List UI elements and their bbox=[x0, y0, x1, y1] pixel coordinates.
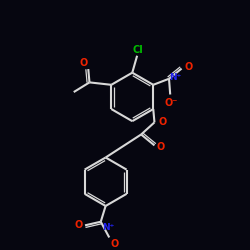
Text: Cl: Cl bbox=[132, 44, 143, 54]
Text: O: O bbox=[158, 117, 166, 127]
Text: N⁺: N⁺ bbox=[170, 73, 182, 82]
Text: O: O bbox=[184, 62, 192, 72]
Text: O: O bbox=[110, 240, 119, 250]
Text: O: O bbox=[157, 142, 165, 152]
Text: O⁻: O⁻ bbox=[164, 98, 177, 108]
Text: O: O bbox=[74, 220, 82, 230]
Text: O: O bbox=[80, 58, 88, 68]
Text: N⁺: N⁺ bbox=[102, 223, 114, 232]
